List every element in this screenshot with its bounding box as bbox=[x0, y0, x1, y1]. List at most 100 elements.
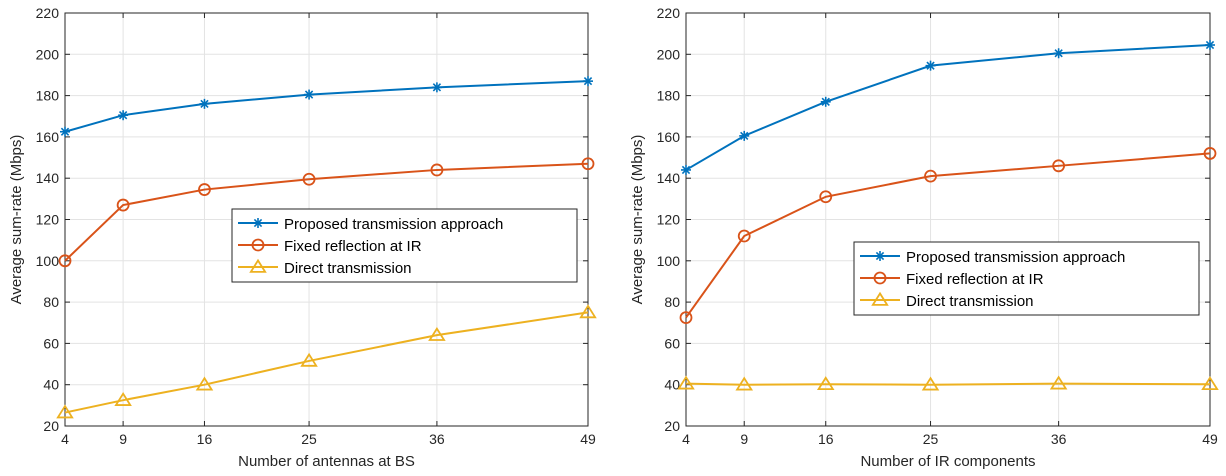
data-point bbox=[116, 198, 130, 212]
data-point bbox=[1201, 376, 1219, 391]
x-tick-label: 25 bbox=[301, 431, 317, 447]
series-line bbox=[685, 44, 1211, 171]
x-tick-label: 4 bbox=[682, 431, 690, 447]
legend: Proposed transmission approach Fixed refl… bbox=[231, 208, 578, 283]
legend-entry: Proposed transmission approach bbox=[238, 216, 503, 233]
data-point bbox=[583, 76, 593, 87]
marker-stroke bbox=[60, 127, 70, 136]
data-point bbox=[431, 82, 442, 93]
data-point bbox=[60, 126, 70, 137]
x-tick-label: 4 bbox=[61, 431, 69, 447]
y-tick-label: 160 bbox=[36, 129, 60, 145]
marker-stroke bbox=[926, 61, 935, 70]
series-1 bbox=[60, 76, 593, 137]
y-tick-label: 40 bbox=[664, 377, 680, 393]
y-tick-label: 140 bbox=[36, 170, 60, 186]
legend-label: Fixed reflection at IR bbox=[284, 238, 422, 255]
x-axis-label: Number of antennas at BS bbox=[238, 453, 415, 470]
y-tick-label: 40 bbox=[43, 377, 59, 393]
y-tick-label: 140 bbox=[657, 170, 681, 186]
legend-marker bbox=[249, 258, 267, 273]
data-point bbox=[1052, 159, 1066, 173]
data-point bbox=[819, 190, 833, 204]
marker-stroke bbox=[1205, 40, 1215, 50]
data-point bbox=[679, 311, 693, 324]
marker-stroke bbox=[432, 83, 442, 92]
marker-stroke bbox=[740, 131, 749, 141]
data-point bbox=[737, 229, 751, 243]
y-tick-label: 20 bbox=[43, 418, 59, 434]
data-point bbox=[816, 376, 835, 391]
legend-label: Proposed transmission approach bbox=[284, 216, 503, 233]
data-point bbox=[1205, 40, 1215, 51]
series-3 bbox=[56, 304, 597, 419]
y-tick-label: 60 bbox=[664, 335, 680, 351]
data-point bbox=[925, 60, 936, 71]
data-point bbox=[579, 304, 597, 319]
legend: Proposed transmission approach Fixed refl… bbox=[853, 241, 1200, 316]
x-tick-label: 9 bbox=[740, 431, 748, 447]
y-tick-label: 120 bbox=[657, 212, 681, 228]
legend-label: Proposed transmission approach bbox=[906, 249, 1125, 266]
series-3 bbox=[677, 375, 1219, 391]
data-point bbox=[302, 172, 316, 186]
series-line bbox=[64, 80, 589, 133]
series-line bbox=[64, 162, 589, 262]
series-line bbox=[64, 311, 589, 414]
data-point bbox=[924, 169, 937, 183]
y-tick-label: 160 bbox=[657, 129, 681, 145]
data-point bbox=[1203, 147, 1217, 160]
data-point bbox=[820, 96, 831, 107]
data-point bbox=[114, 391, 132, 406]
legend-box bbox=[853, 241, 1200, 316]
y-axis-label: Average sum-rate (Mbps) bbox=[8, 135, 25, 305]
legend-entry: Direct transmission bbox=[238, 258, 412, 277]
marker-stroke bbox=[821, 97, 830, 106]
x-tick-label: 49 bbox=[1202, 431, 1218, 447]
x-axis-label: Number of IR components bbox=[860, 453, 1035, 470]
series-2 bbox=[679, 147, 1217, 324]
y-tick-label: 180 bbox=[36, 88, 60, 104]
data-point bbox=[735, 376, 754, 391]
data-point bbox=[56, 404, 74, 419]
y-axis-label: Average sum-rate (Mbps) bbox=[629, 135, 646, 305]
series-line bbox=[685, 382, 1211, 386]
x-tick-label: 16 bbox=[197, 431, 213, 447]
legend-entry: Direct transmission bbox=[860, 291, 1034, 310]
marker-stroke bbox=[1054, 49, 1063, 58]
data-point bbox=[430, 163, 444, 177]
legend-entry: Fixed reflection at IR bbox=[860, 271, 1044, 288]
data-point bbox=[118, 110, 129, 121]
y-tick-label: 220 bbox=[657, 5, 681, 21]
marker-stroke bbox=[875, 251, 885, 261]
legend-entry: Fixed reflection at IR bbox=[238, 238, 422, 255]
y-tick-label: 100 bbox=[36, 253, 60, 269]
y-tick-label: 80 bbox=[664, 294, 680, 310]
data-point bbox=[921, 376, 940, 391]
y-tick-label: 200 bbox=[657, 46, 681, 62]
y-tick-label: 200 bbox=[36, 46, 60, 62]
y-tick-label: 80 bbox=[43, 294, 59, 310]
x-tick-label: 49 bbox=[580, 431, 596, 447]
x-tick-label: 36 bbox=[1051, 431, 1067, 447]
y-tick-label: 220 bbox=[36, 5, 60, 21]
y-tick-label: 60 bbox=[43, 335, 59, 351]
legend-entry: Proposed transmission approach bbox=[860, 249, 1125, 266]
series-1 bbox=[681, 40, 1215, 175]
marker-stroke bbox=[583, 76, 593, 86]
chart-1: 4 9 16 25 36 4920406080100120140160180200220N… bbox=[8, 5, 597, 470]
data-point bbox=[199, 98, 210, 109]
legend-marker bbox=[251, 238, 265, 252]
data-point bbox=[300, 352, 318, 367]
data-point bbox=[739, 130, 750, 141]
chart-2: 4 9 16 25 36 4920406080100120140160180200220N… bbox=[629, 5, 1219, 470]
series-line bbox=[685, 152, 1211, 319]
legend-marker bbox=[873, 271, 887, 285]
marker-stroke bbox=[118, 111, 128, 120]
legend-box bbox=[231, 208, 578, 283]
data-point bbox=[581, 157, 595, 171]
legend-label: Direct transmission bbox=[284, 260, 412, 277]
data-point bbox=[428, 326, 446, 341]
marker-stroke bbox=[253, 218, 263, 228]
